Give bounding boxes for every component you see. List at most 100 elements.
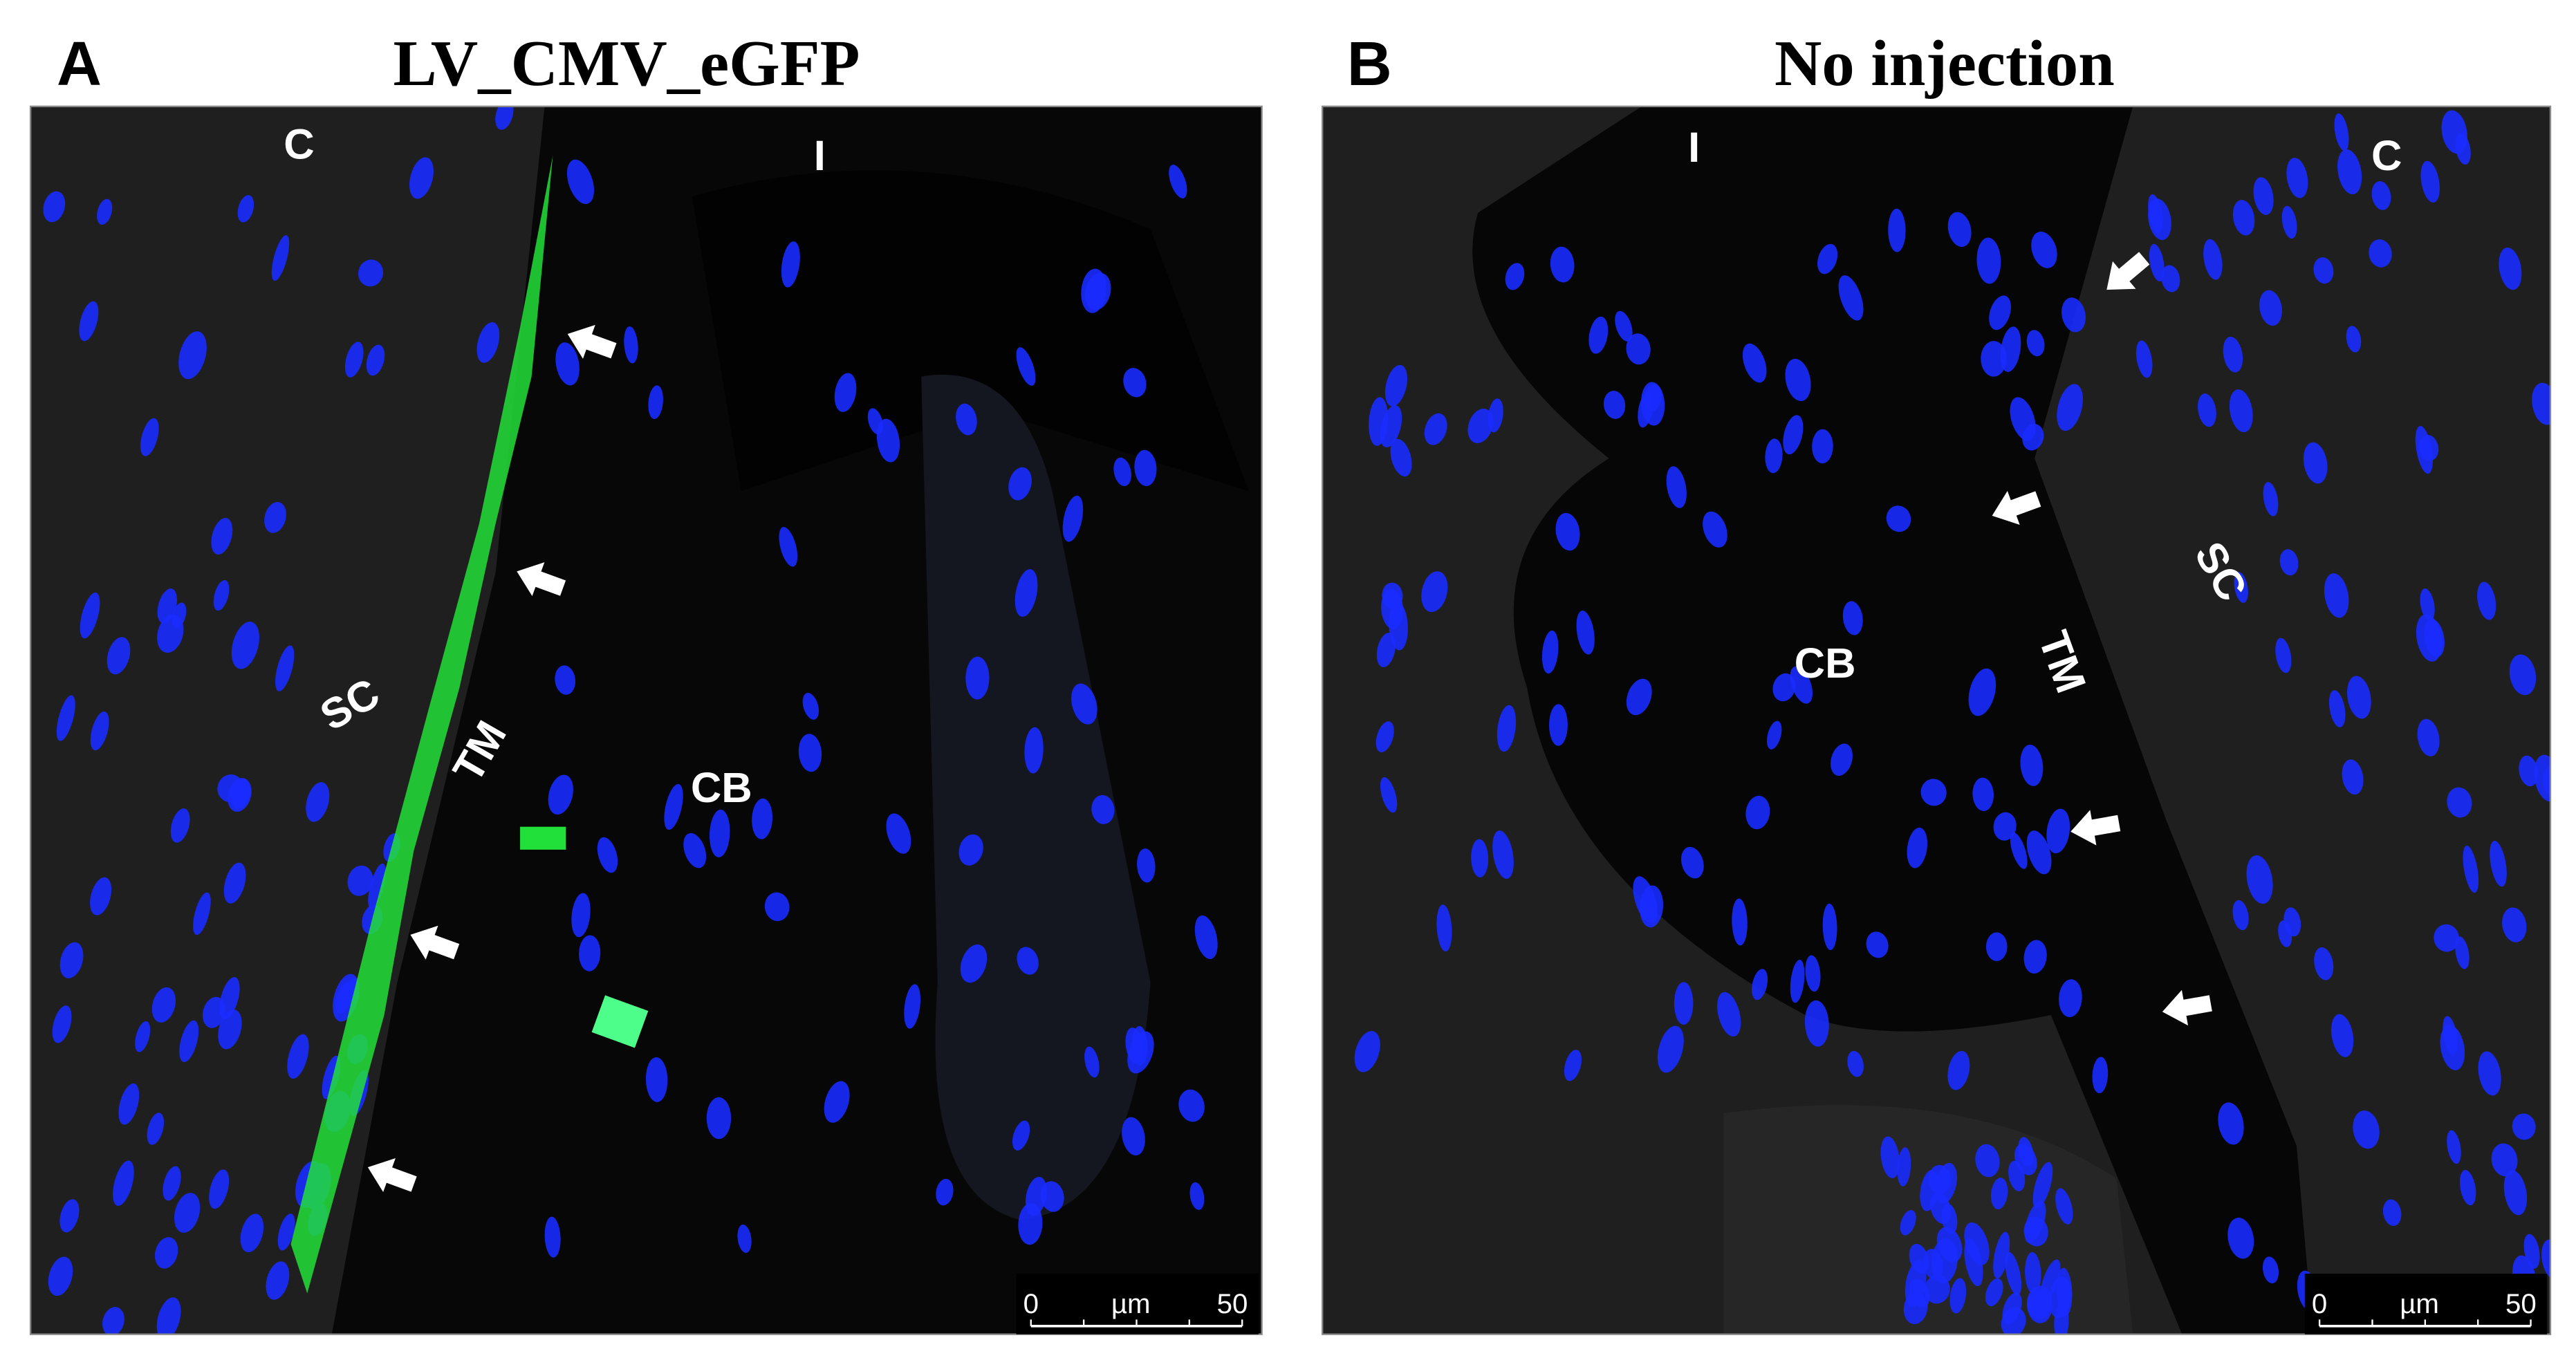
nucleus — [1471, 839, 1489, 877]
nucleus — [90, 877, 112, 915]
nucleus — [2314, 947, 2334, 980]
nucleus — [97, 198, 113, 225]
nucleus — [172, 602, 187, 629]
nucleus — [544, 1216, 561, 1258]
nucleus — [1900, 1209, 1916, 1236]
nucleus — [1947, 1050, 1970, 1090]
nucleus — [1131, 1026, 1148, 1066]
nucleus — [1666, 466, 1687, 508]
nucleus — [2135, 340, 2153, 378]
arrow — [367, 1158, 417, 1192]
arrow — [1992, 491, 2041, 525]
nucleus — [2434, 924, 2460, 952]
nucleus — [2328, 690, 2346, 727]
nucleus — [648, 385, 663, 420]
nucleus — [1549, 704, 1568, 746]
nucleus — [2369, 239, 2392, 268]
nucleus — [2253, 177, 2274, 215]
nucleus — [1189, 1182, 1205, 1210]
nucleus — [2059, 979, 2082, 1018]
micrograph — [1322, 106, 2550, 1335]
nucleus — [2534, 754, 2550, 802]
nucleus — [876, 418, 900, 463]
nucleus — [2382, 1199, 2402, 1227]
scale-bar-unit: µm — [1111, 1288, 1151, 1319]
nucleus — [1993, 812, 2017, 841]
nucleus — [2092, 1057, 2109, 1094]
nucleus — [2334, 113, 2349, 151]
arrow — [567, 324, 617, 359]
nucleus — [579, 935, 601, 971]
nucleus — [566, 159, 595, 205]
nucleus — [1989, 295, 2011, 331]
nucleus — [2509, 654, 2537, 696]
nucleus — [1375, 721, 1394, 753]
nucleus — [179, 1020, 199, 1062]
nucleus — [2026, 830, 2052, 875]
panel-letter: B — [1347, 30, 1392, 99]
nucleus — [174, 1193, 201, 1233]
nucleus — [555, 665, 576, 695]
nucleus — [1680, 846, 1704, 879]
nucleus — [2447, 787, 2472, 818]
nucleus — [886, 813, 911, 854]
nucleus — [2478, 1051, 2501, 1096]
nucleus — [936, 1178, 954, 1206]
arrow — [517, 562, 566, 597]
nucleus — [2459, 1170, 2476, 1206]
nucleus — [2032, 1162, 2053, 1209]
nucleus — [709, 809, 730, 857]
nucleus — [1847, 1050, 1864, 1077]
nucleus — [1123, 368, 1147, 398]
nucleus — [1897, 1147, 1911, 1187]
nucleus — [1831, 743, 1853, 776]
nucleus — [2346, 326, 2362, 353]
nucleus — [1772, 673, 1796, 702]
nucleus — [1975, 1144, 2000, 1178]
nucleus — [80, 592, 100, 639]
nucleus — [555, 342, 580, 386]
nucleus — [1603, 391, 1626, 419]
nucleus — [2055, 1188, 2073, 1225]
arrow — [2106, 252, 2150, 290]
nucleus — [664, 783, 683, 830]
nucleus — [2278, 920, 2292, 947]
nucleus — [106, 637, 131, 675]
nucleus — [2023, 1216, 2048, 1247]
nucleus — [1541, 630, 1559, 674]
nucleus — [102, 1307, 124, 1335]
nucleus — [2503, 1170, 2528, 1216]
nucleus — [1492, 830, 1514, 879]
nucleus — [1717, 992, 1741, 1037]
nucleus — [2039, 1259, 2061, 1304]
nucleus — [1968, 668, 1996, 716]
nucleus — [1384, 364, 1408, 407]
scale-bar: 0 µm 50 — [2304, 1274, 2548, 1335]
nucleus — [1550, 246, 1575, 283]
nucleus — [1920, 779, 1947, 806]
nucleus — [2541, 1239, 2550, 1280]
nucleus — [213, 579, 230, 611]
nucleus — [147, 1113, 165, 1145]
nucleus — [1122, 1117, 1145, 1155]
nucleus — [2002, 1292, 2022, 1325]
nucleus — [2420, 160, 2440, 203]
nucleus — [1382, 582, 1403, 609]
nucleus — [1822, 903, 1837, 951]
nucleus — [1929, 1192, 1952, 1225]
nucleus — [2324, 573, 2349, 618]
nucleus — [209, 1169, 230, 1209]
nucleus — [2415, 426, 2433, 474]
nucleus — [1564, 1050, 1582, 1081]
nucleus — [1014, 569, 1038, 617]
nucleus — [90, 711, 109, 751]
nucleus — [240, 1213, 264, 1253]
scale-bar-label: 0 — [2312, 1288, 2327, 1319]
nucleus — [2262, 1256, 2279, 1284]
nucleus — [202, 996, 225, 1028]
nucleus — [2416, 614, 2443, 662]
nucleus — [2246, 855, 2273, 904]
nucleus — [1488, 398, 1503, 433]
nucleus — [1588, 316, 1609, 354]
